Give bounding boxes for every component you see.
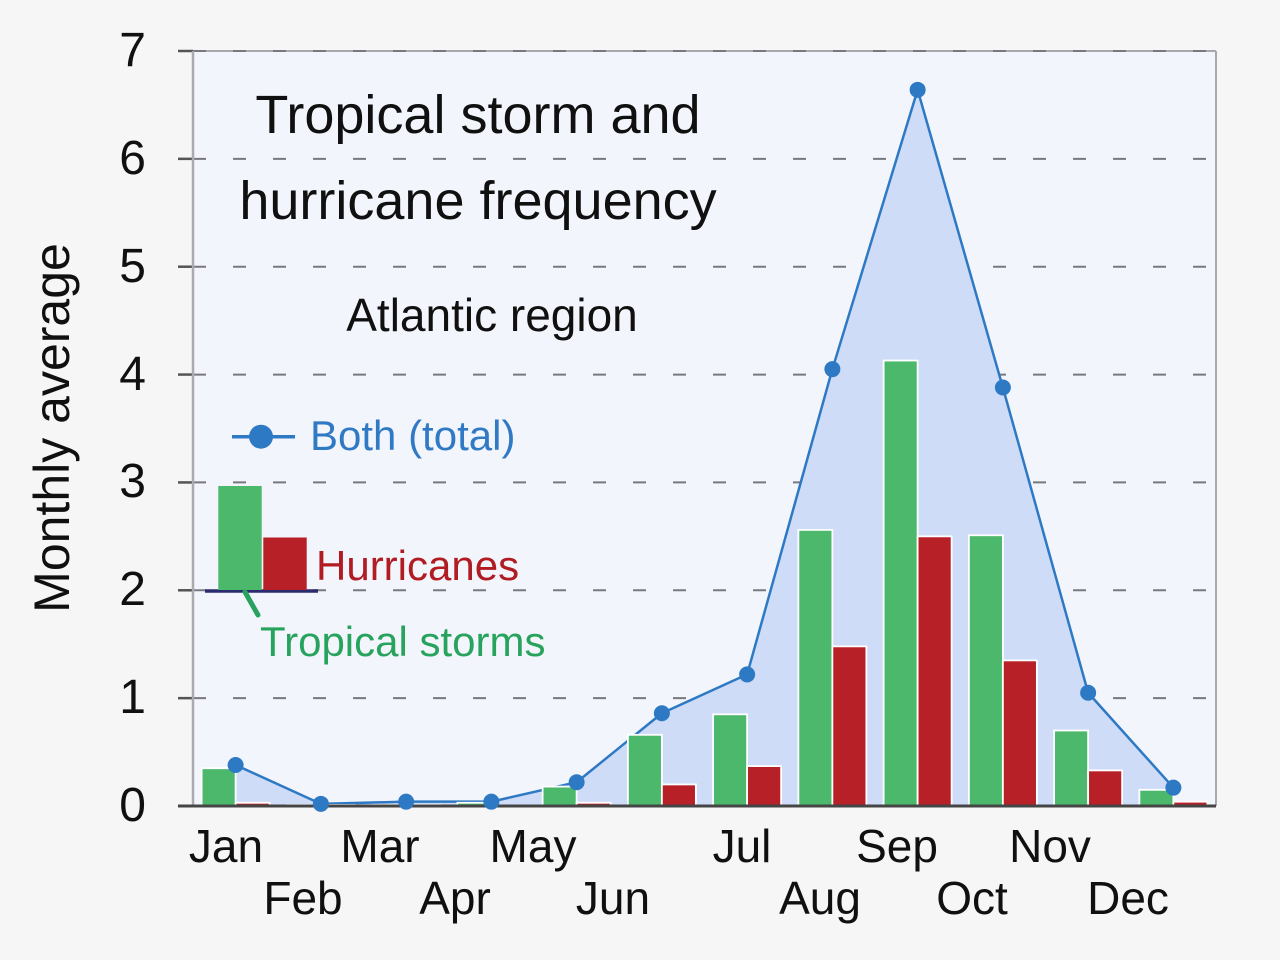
total-point-jun — [653, 705, 670, 722]
bar-tropical-storms-aug — [797, 528, 834, 807]
total-point-mar — [398, 793, 415, 810]
bar-tropical-storms-nov — [1053, 729, 1090, 807]
total-point-nov — [1080, 684, 1097, 701]
x-axis-label-jun: Jun — [575, 872, 651, 924]
total-point-jul — [739, 666, 756, 683]
x-axis-label-feb: Feb — [263, 872, 343, 924]
total-point-jan — [227, 757, 244, 774]
x-axis-label-oct: Oct — [936, 872, 1008, 924]
bar-hurricanes-nov — [1087, 769, 1124, 807]
y-axis-title: Monthly average — [24, 243, 80, 613]
bar-tropical-storms-oct — [967, 534, 1004, 807]
x-axis-label-dec: Dec — [1087, 872, 1169, 924]
total-point-oct — [994, 379, 1011, 396]
bar-tropical-storms-jun — [626, 733, 663, 807]
x-axis-label-apr: Apr — [419, 872, 491, 924]
bar-hurricanes-jun — [660, 783, 697, 807]
bar-hurricanes-oct — [1001, 659, 1038, 807]
x-axis-label-jan: Jan — [188, 820, 264, 872]
y-tick-label-7: 7 — [119, 24, 146, 77]
total-line — [235, 88, 1175, 806]
bar-tropical-storms-sep — [882, 359, 919, 807]
legend-storms-callout-line — [242, 589, 261, 618]
x-axis-label-aug: Aug — [779, 872, 861, 924]
total-point-feb — [312, 795, 329, 812]
legend-label-hurricanes: Hurricanes — [316, 542, 520, 589]
x-axis-label-sep: Sep — [856, 820, 938, 872]
total-point-sep — [909, 81, 926, 98]
x-axis-label-mar: Mar — [340, 820, 420, 872]
chart-title-line2: hurricane frequency — [239, 171, 717, 231]
bar-tropical-storms-may — [541, 785, 578, 807]
y-tick-label-1: 1 — [119, 671, 146, 725]
bar-hurricanes-jul — [746, 765, 783, 807]
chart-title: Tropical storm and hurricane frequency — [239, 72, 716, 244]
x-axis-label-nov: Nov — [1009, 820, 1091, 872]
legend-label-both-total: Both (total) — [310, 412, 516, 459]
legend-sample-bar-tropical-storms — [218, 486, 262, 590]
y-tick-label-0: 0 — [119, 779, 146, 832]
bar-tropical-storms-jan — [200, 767, 237, 807]
x-axis-label-jul: Jul — [712, 820, 772, 872]
total-point-dec — [1165, 779, 1182, 796]
y-tick-label-2: 2 — [119, 563, 146, 617]
total-point-apr — [483, 793, 500, 810]
legend-sample-bar-hurricanes — [263, 537, 307, 590]
x-axis-label-may: May — [489, 820, 577, 872]
legend-total-marker-dot — [249, 424, 273, 449]
bar-hurricanes-sep — [916, 535, 953, 807]
y-tick-label-5: 5 — [119, 239, 146, 293]
y-tick-label-4: 4 — [119, 347, 146, 401]
bar-tropical-storms-jul — [712, 713, 749, 807]
chart-subtitle: Atlantic region — [346, 289, 638, 341]
y-tick-label-6: 6 — [119, 131, 146, 185]
chart-title-line1: Tropical storm and — [255, 85, 701, 145]
legend-label-tropical-storms: Tropical storms — [260, 618, 546, 665]
total-point-may — [568, 774, 585, 791]
bar-hurricanes-aug — [831, 645, 868, 807]
total-point-aug — [824, 361, 841, 378]
y-tick-label-3: 3 — [119, 455, 146, 509]
